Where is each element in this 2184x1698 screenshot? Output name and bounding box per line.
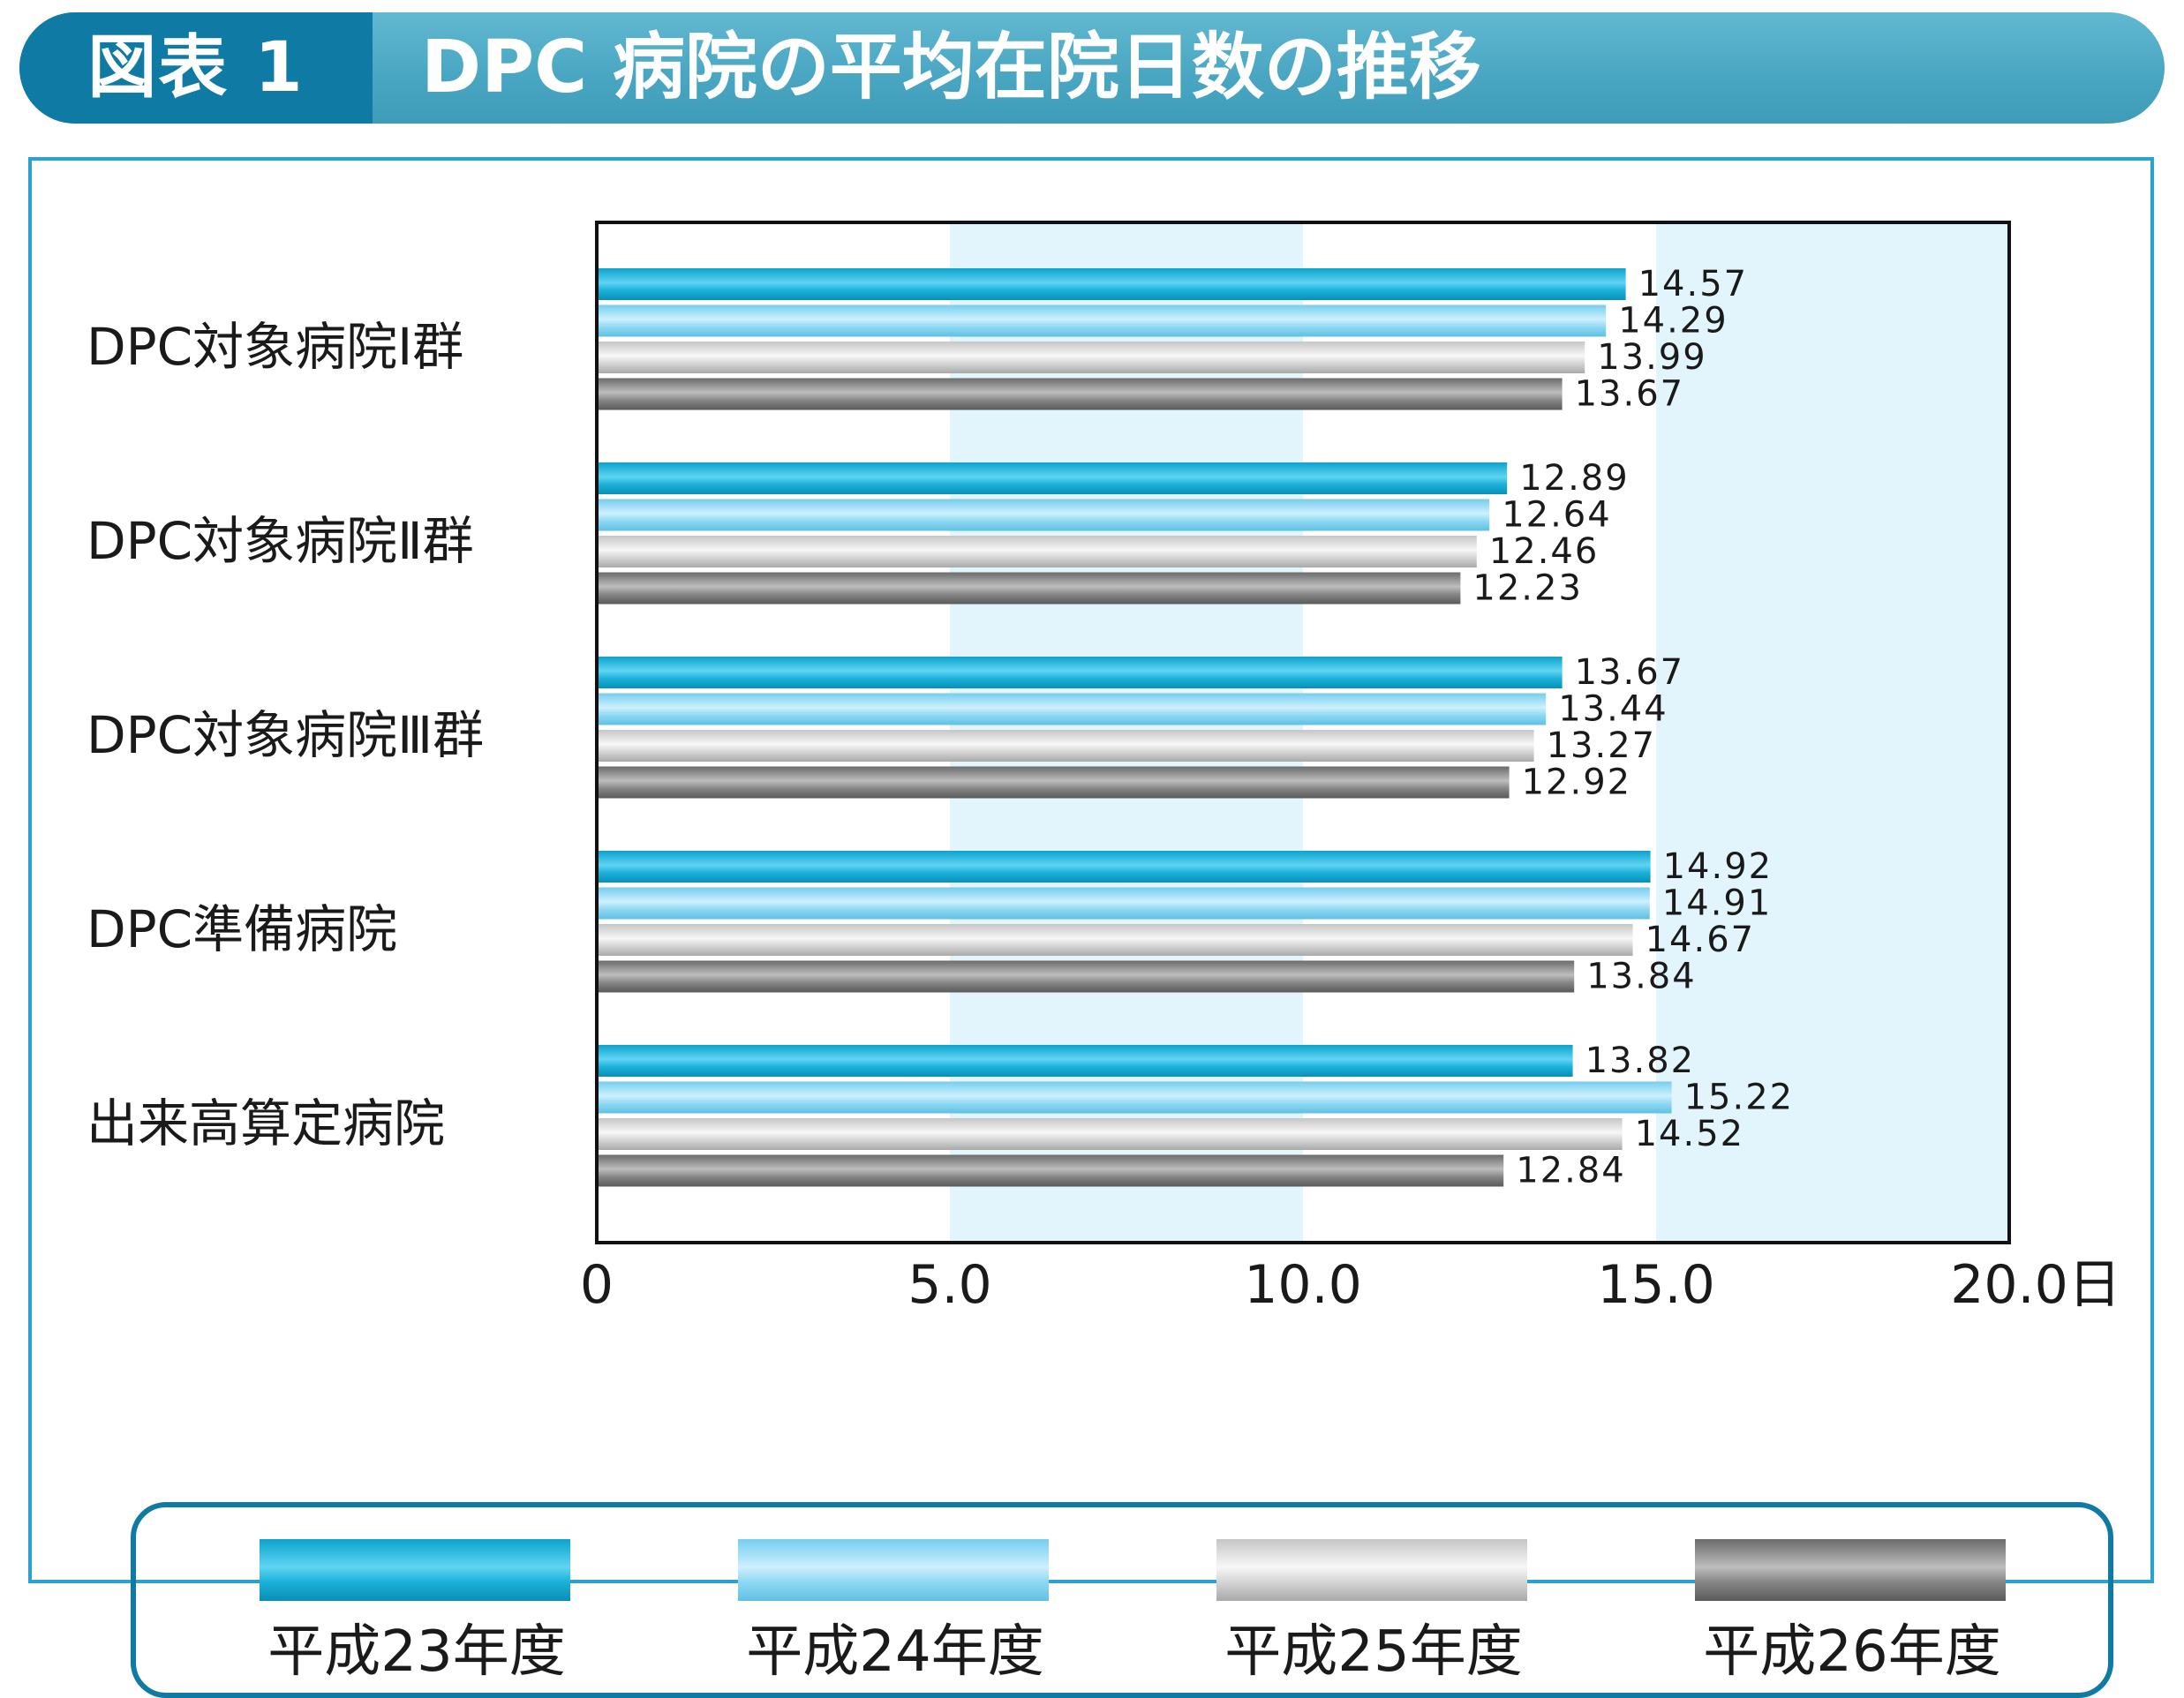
data-label: 13.82 <box>1585 1041 1696 1081</box>
bar <box>599 1118 1623 1150</box>
page-title: DPC 病院の平均在院日数の推移 <box>421 26 1481 109</box>
bar-chart: 14.5714.2913.9913.6712.8912.6412.4612.23… <box>87 221 2121 1316</box>
bar <box>599 887 1650 920</box>
data-label: 14.57 <box>1638 264 1749 304</box>
category-label: DPC対象病院Ⅲ群 <box>87 705 484 765</box>
bar <box>599 851 1651 883</box>
bar <box>599 268 1626 300</box>
plot-frame <box>595 221 2011 1244</box>
bar <box>599 499 1490 531</box>
bar <box>599 342 1585 373</box>
legend-swatch-h23 <box>260 1539 570 1601</box>
x-tick-label: 20.0日 <box>1950 1254 2121 1316</box>
data-label: 12.92 <box>1522 763 1632 803</box>
bar <box>599 304 1607 337</box>
data-label: 15.22 <box>1684 1078 1795 1118</box>
x-tick-label: 0 <box>580 1254 614 1316</box>
data-label: 13.99 <box>1597 337 1707 378</box>
bar <box>599 462 1508 494</box>
bar <box>599 730 1534 762</box>
bar <box>599 766 1510 799</box>
legend-item-h23: 平成23年度 <box>249 1507 584 1693</box>
legend-swatch-h26 <box>1695 1539 2006 1601</box>
data-label: 14.91 <box>1662 883 1773 924</box>
bar <box>599 960 1575 993</box>
data-label: 13.67 <box>1575 374 1685 415</box>
bar <box>599 657 1563 688</box>
chart-panel: 14.57 14.29 13.99 13.67 12.89 12.64 12.46 12.23… <box>28 157 2154 1698</box>
bar <box>599 1154 1504 1187</box>
legend: 平成23年度 平成24年度 平成25年度 平成26年度 <box>131 1502 2113 1698</box>
category-label: 出来高算定病院 <box>87 1093 445 1153</box>
legend-label-h23: 平成23年度 <box>267 1619 566 1685</box>
legend-label-h26: 平成26年度 <box>1703 1619 2001 1685</box>
data-label: 12.64 <box>1502 495 1612 536</box>
bar <box>599 924 1633 956</box>
data-label: 14.29 <box>1618 301 1728 342</box>
legend-item-h25: 平成25年度 <box>1206 1507 1541 1693</box>
data-label: 13.27 <box>1547 725 1657 766</box>
data-label: 13.84 <box>1586 957 1697 997</box>
legend-label-h24: 平成24年度 <box>746 1619 1044 1685</box>
title-bar: 図表 1 DPC 病院の平均在院日数の推移 <box>19 12 2165 124</box>
data-label: 12.84 <box>1516 1151 1626 1191</box>
data-label: 14.67 <box>1646 920 1756 960</box>
bar <box>599 572 1461 605</box>
legend-item-h24: 平成24年度 <box>727 1507 1063 1693</box>
data-label: 12.89 <box>1519 458 1630 499</box>
category-label: DPC対象病院Ⅱ群 <box>87 511 474 571</box>
data-label: 13.67 <box>1575 652 1685 693</box>
x-tick-label: 5.0 <box>907 1254 991 1316</box>
legend-swatch-h25 <box>1216 1539 1527 1601</box>
bar <box>599 1045 1573 1077</box>
legend-item-h26: 平成26年度 <box>1684 1507 2020 1693</box>
bar <box>599 536 1477 567</box>
category-label: DPC準備病院 <box>87 899 397 959</box>
data-label: 14.52 <box>1635 1114 1745 1154</box>
bar <box>599 1081 1672 1114</box>
legend-swatch-h24 <box>738 1539 1049 1601</box>
data-label: 12.46 <box>1489 531 1600 572</box>
legend-label-h25: 平成25年度 <box>1224 1619 1523 1685</box>
x-tick-label: 10.0 <box>1244 1254 1362 1316</box>
bar <box>599 378 1563 410</box>
data-label: 12.23 <box>1472 568 1583 609</box>
x-tick-label: 15.0 <box>1597 1254 1715 1316</box>
bar <box>599 693 1547 725</box>
data-label: 14.92 <box>1663 846 1774 887</box>
category-label: DPC対象病院Ⅰ群 <box>87 317 463 377</box>
data-label: 13.44 <box>1558 689 1668 730</box>
background-band-1 <box>1656 222 2009 1243</box>
figure-label: 図表 1 <box>19 12 373 124</box>
